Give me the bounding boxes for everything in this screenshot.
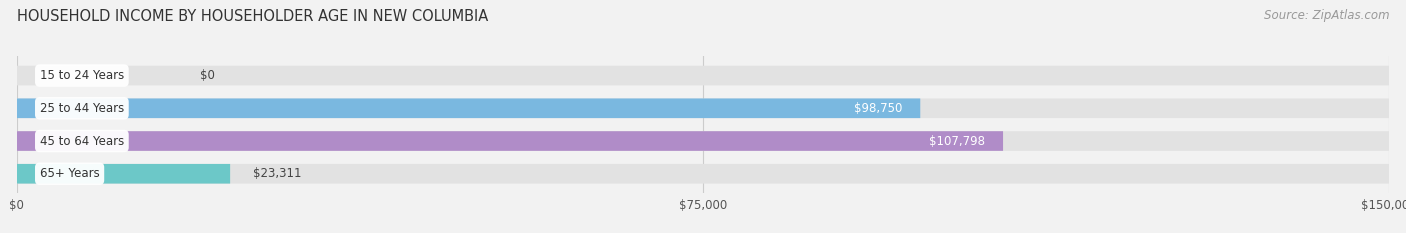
FancyBboxPatch shape	[17, 66, 1389, 85]
FancyBboxPatch shape	[17, 131, 1002, 151]
FancyBboxPatch shape	[17, 99, 921, 118]
Text: 25 to 44 Years: 25 to 44 Years	[39, 102, 124, 115]
Text: 65+ Years: 65+ Years	[39, 167, 100, 180]
Text: HOUSEHOLD INCOME BY HOUSEHOLDER AGE IN NEW COLUMBIA: HOUSEHOLD INCOME BY HOUSEHOLDER AGE IN N…	[17, 9, 488, 24]
Text: Source: ZipAtlas.com: Source: ZipAtlas.com	[1264, 9, 1389, 22]
Text: $98,750: $98,750	[853, 102, 903, 115]
FancyBboxPatch shape	[17, 164, 231, 184]
FancyBboxPatch shape	[17, 131, 1389, 151]
Text: $107,798: $107,798	[929, 134, 984, 147]
Text: 45 to 64 Years: 45 to 64 Years	[39, 134, 124, 147]
Text: $0: $0	[200, 69, 215, 82]
FancyBboxPatch shape	[17, 99, 1389, 118]
Text: $23,311: $23,311	[253, 167, 301, 180]
Text: 15 to 24 Years: 15 to 24 Years	[39, 69, 124, 82]
FancyBboxPatch shape	[17, 164, 1389, 184]
